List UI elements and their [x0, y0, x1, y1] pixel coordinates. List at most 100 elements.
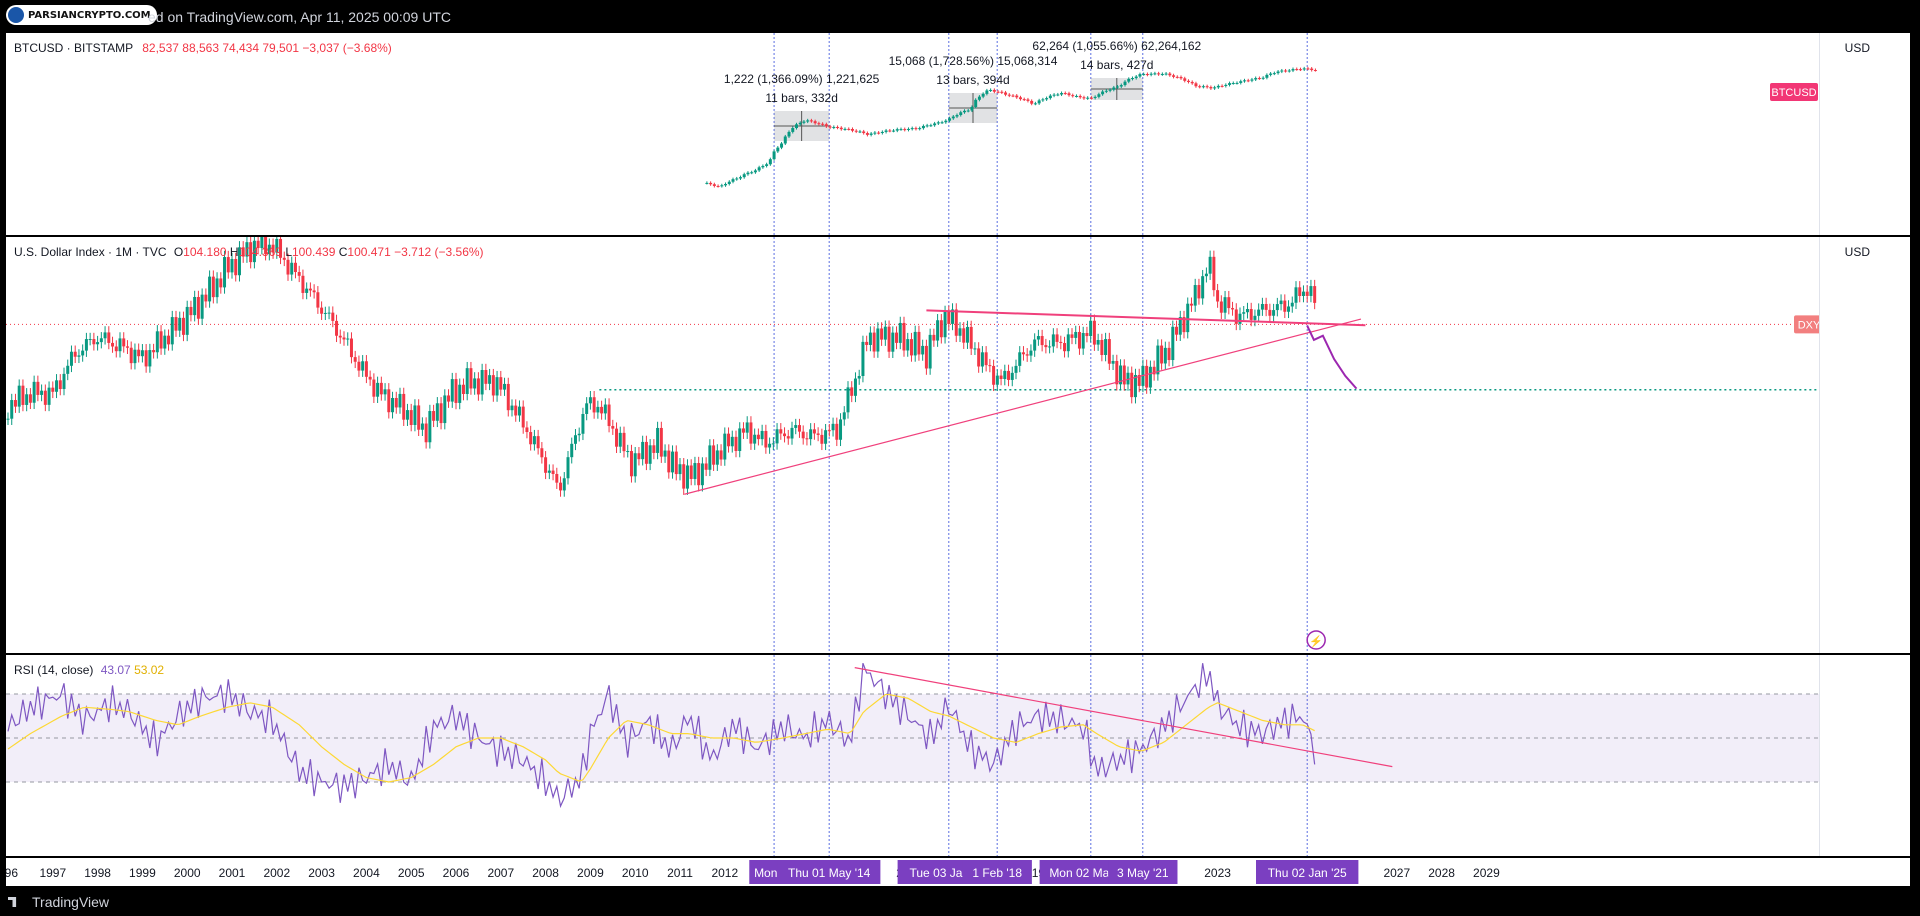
date-marker-bg	[962, 860, 1032, 884]
btc-candle	[906, 128, 910, 130]
dxy-candle	[1096, 340, 1100, 345]
dxy-candle	[544, 457, 548, 473]
btc-candle	[940, 122, 944, 124]
btc-candle	[1030, 100, 1034, 104]
btc-candle	[1194, 83, 1198, 87]
dxy-candle	[1305, 291, 1309, 296]
dxy-candle	[891, 332, 895, 352]
btc-candle	[1276, 71, 1280, 74]
btc-candle	[1026, 99, 1030, 101]
dxy-candle	[671, 451, 675, 473]
dxy-candle	[753, 434, 757, 444]
dxy-candle	[738, 428, 742, 452]
dxy-candle	[1018, 352, 1022, 366]
rising-trendline	[684, 318, 1362, 495]
dxy-candle	[1253, 315, 1257, 320]
dxy-currency-label[interactable]: USD	[1844, 245, 1870, 259]
btc-chart[interactable]: 1,222 (1,366.09%) 1,221,625 11 bars, 332d…	[6, 33, 1910, 235]
dxy-candle	[256, 240, 260, 249]
time-axis[interactable]: 996 1997 1998 1999 2000 2001 2002 2003 2004 2005 2…	[6, 858, 1910, 886]
dxy-candle	[689, 465, 693, 479]
dxy-candle	[1186, 303, 1190, 333]
dxy-candle	[551, 470, 555, 474]
dxy-candle	[585, 403, 589, 414]
btc-candle	[802, 121, 806, 123]
dxy-candle	[1264, 303, 1268, 310]
dxy-symbol-tag-bg	[1794, 315, 1824, 334]
dxy-candle	[1309, 286, 1313, 296]
dxy-candle	[279, 238, 283, 258]
dxy-candle	[667, 450, 671, 473]
btc-price-axis[interactable]: USD	[1819, 33, 1910, 235]
dxy-price-axis[interactable]: USD	[1819, 237, 1910, 653]
dxy-candle	[1216, 290, 1220, 302]
dxy-candle	[853, 378, 857, 396]
dxy-candle	[234, 259, 238, 276]
dxy-candle	[394, 397, 398, 408]
dxy-panel[interactable]: ⚡115.000107.00094.00083.00077.00073.0006…	[6, 237, 1910, 653]
dxy-candle	[1257, 309, 1261, 316]
dxy-candle	[405, 410, 409, 420]
btc-candle	[933, 123, 937, 126]
rsi-axis[interactable]	[1819, 655, 1910, 856]
dxy-candle	[868, 332, 872, 345]
dxy-candle	[40, 390, 44, 395]
dxy-candle	[69, 351, 73, 366]
tradingview-logo-icon	[8, 897, 17, 907]
dxy-candle	[525, 427, 529, 433]
dxy-candle	[428, 411, 432, 443]
btc-candle	[712, 184, 716, 186]
dxy-candle	[906, 339, 910, 351]
dxy-candle	[342, 337, 346, 340]
dxy-candle	[1077, 331, 1081, 349]
btc-panel[interactable]: 1,222 (1,366.09%) 1,221,625 11 bars, 332d…	[6, 33, 1910, 235]
dxy-candle	[96, 342, 100, 345]
dxy-candle	[1163, 347, 1167, 364]
btc-candle	[1250, 79, 1254, 81]
btc-candle	[1164, 73, 1168, 75]
dxy-candle	[1029, 350, 1033, 356]
btc-candle	[1198, 86, 1202, 88]
btc-candle	[1228, 83, 1232, 85]
btc-candle	[1052, 94, 1056, 96]
btc-candle	[1101, 91, 1105, 95]
btc-candle	[1261, 77, 1265, 79]
dxy-candle	[379, 382, 383, 395]
dxy-candle	[842, 412, 846, 420]
published-note: ed on TradingView.com, Apr 11, 2025 00:0…	[148, 9, 452, 25]
btc-candle	[724, 183, 728, 186]
time-tick: 2028	[1428, 866, 1455, 880]
btc-candle	[892, 130, 896, 132]
dxy-candle	[1227, 297, 1231, 309]
dxy-candle	[305, 288, 309, 293]
btc-candle	[1022, 99, 1026, 101]
dxy-candle	[984, 352, 988, 366]
dxy-candle	[241, 247, 245, 257]
dxy-candle	[252, 240, 256, 263]
btc-candle	[1179, 76, 1183, 79]
dxy-candle	[1167, 347, 1171, 361]
rsi-value: 43.07	[100, 663, 131, 677]
btc-candle	[1033, 103, 1037, 105]
dxy-candle	[81, 350, 85, 356]
dxy-candle	[249, 242, 253, 263]
dxy-chart[interactable]: ⚡115.000107.00094.00083.00077.00073.0006…	[6, 237, 1910, 653]
time-tick: 2000	[174, 866, 201, 880]
btc-candle	[847, 128, 851, 130]
btc-currency-label[interactable]: USD	[1844, 41, 1870, 55]
dxy-candle	[1048, 346, 1052, 348]
dxy-candle	[1100, 340, 1104, 355]
dxy-candle	[1104, 339, 1108, 355]
dxy-candle	[245, 242, 249, 257]
dxy-candle	[902, 322, 906, 351]
dxy-candle	[876, 328, 880, 352]
btc-candle	[839, 127, 843, 130]
btc-candle	[1153, 73, 1157, 75]
time-axis-svg[interactable]: 996 1997 1998 1999 2000 2001 2002 2003 2004 2005 2…	[6, 858, 1910, 886]
dxy-candle	[663, 450, 667, 457]
btc-candle	[791, 128, 795, 132]
dxy-candle	[943, 311, 947, 338]
dxy-candle	[1283, 300, 1287, 312]
